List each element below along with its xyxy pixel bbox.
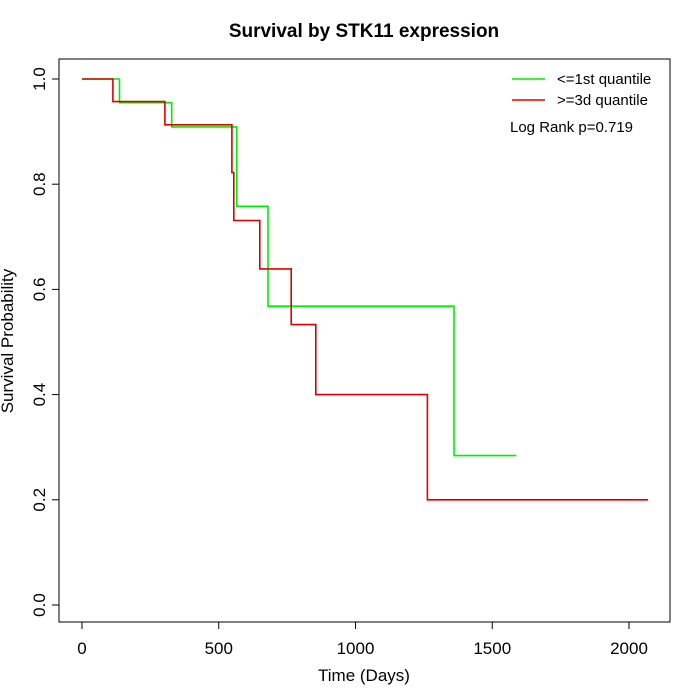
series-layer bbox=[82, 78, 649, 501]
x-tick-label: 1000 bbox=[337, 639, 375, 658]
x-tick-label: 2000 bbox=[610, 639, 648, 658]
chart-title: Survival by STK11 expression bbox=[229, 21, 499, 42]
y-axis: 0.0 0.2 0.4 0.6 0.8 1.0 bbox=[30, 67, 60, 617]
legend-label-1: <=1st quantile bbox=[557, 71, 651, 88]
x-axis: 0 500 1000 1500 2000 bbox=[77, 621, 648, 658]
y-tick-label: 0.0 bbox=[30, 593, 49, 617]
x-tick-label: 0 bbox=[77, 639, 86, 658]
y-tick-label: 0.4 bbox=[30, 383, 49, 407]
y-tick-label: 0.6 bbox=[30, 278, 49, 302]
y-axis-label: Survival Probability bbox=[0, 268, 17, 413]
y-tick-label: 0.8 bbox=[30, 172, 49, 196]
x-tick-label: 500 bbox=[205, 639, 233, 658]
series-line-2 bbox=[82, 78, 649, 501]
x-axis-label: Time (Days) bbox=[318, 666, 410, 685]
plot-box bbox=[58, 58, 671, 623]
legend: <=1st quantile >=3d quantile bbox=[512, 71, 651, 109]
legend-label-2: >=3d quantile bbox=[557, 92, 648, 109]
x-tick-label: 1500 bbox=[473, 639, 511, 658]
y-tick-label: 0.2 bbox=[30, 488, 49, 512]
series-line-1 bbox=[82, 78, 517, 457]
y-tick-label: 1.0 bbox=[30, 67, 49, 91]
log-rank-annotation: Log Rank p=0.719 bbox=[510, 119, 633, 136]
